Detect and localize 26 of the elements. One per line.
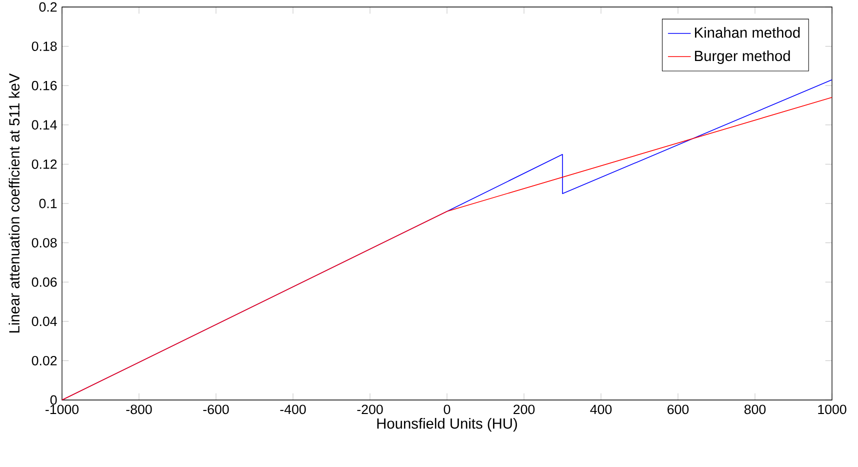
y-tick-label: 0.16 — [32, 80, 57, 90]
y-tick-label: 0.1 — [39, 198, 57, 208]
x-tick-label: 800 — [744, 404, 766, 414]
x-tick-label: 400 — [590, 404, 612, 414]
y-tick-label: 0.18 — [32, 42, 57, 52]
y-tick-label: 0.06 — [32, 277, 57, 287]
x-tick-label: 200 — [514, 404, 535, 414]
y-tick-label: 0.2 — [39, 2, 57, 12]
x-tick-label: 0 — [444, 404, 450, 414]
y-tick-label: 0.04 — [32, 316, 57, 326]
x-tick-label: -400 — [280, 404, 306, 414]
x-tick-label: -200 — [357, 404, 383, 414]
y-tick-label: 0 — [50, 395, 57, 405]
y-tick-label: 0.02 — [32, 356, 57, 366]
y-tick-label: 0.12 — [32, 159, 57, 169]
legend-label: Kinahan method — [695, 27, 800, 38]
y-tick-label: 0.14 — [32, 120, 57, 130]
x-tick-label: -800 — [126, 404, 152, 414]
x-axis-title: Hounsfield Units (HU) — [377, 418, 517, 432]
x-tick-label: -600 — [203, 404, 229, 414]
x-tick-label: 600 — [668, 404, 689, 414]
legend-label: Burger method — [695, 50, 790, 64]
y-tick-label: 0.08 — [32, 238, 57, 248]
x-tick-label: -1000 — [46, 404, 79, 414]
x-tick-label: 1000 — [818, 404, 846, 414]
y-axis-title: Linear attenuation coefficient at 511 keV — [8, 73, 20, 332]
